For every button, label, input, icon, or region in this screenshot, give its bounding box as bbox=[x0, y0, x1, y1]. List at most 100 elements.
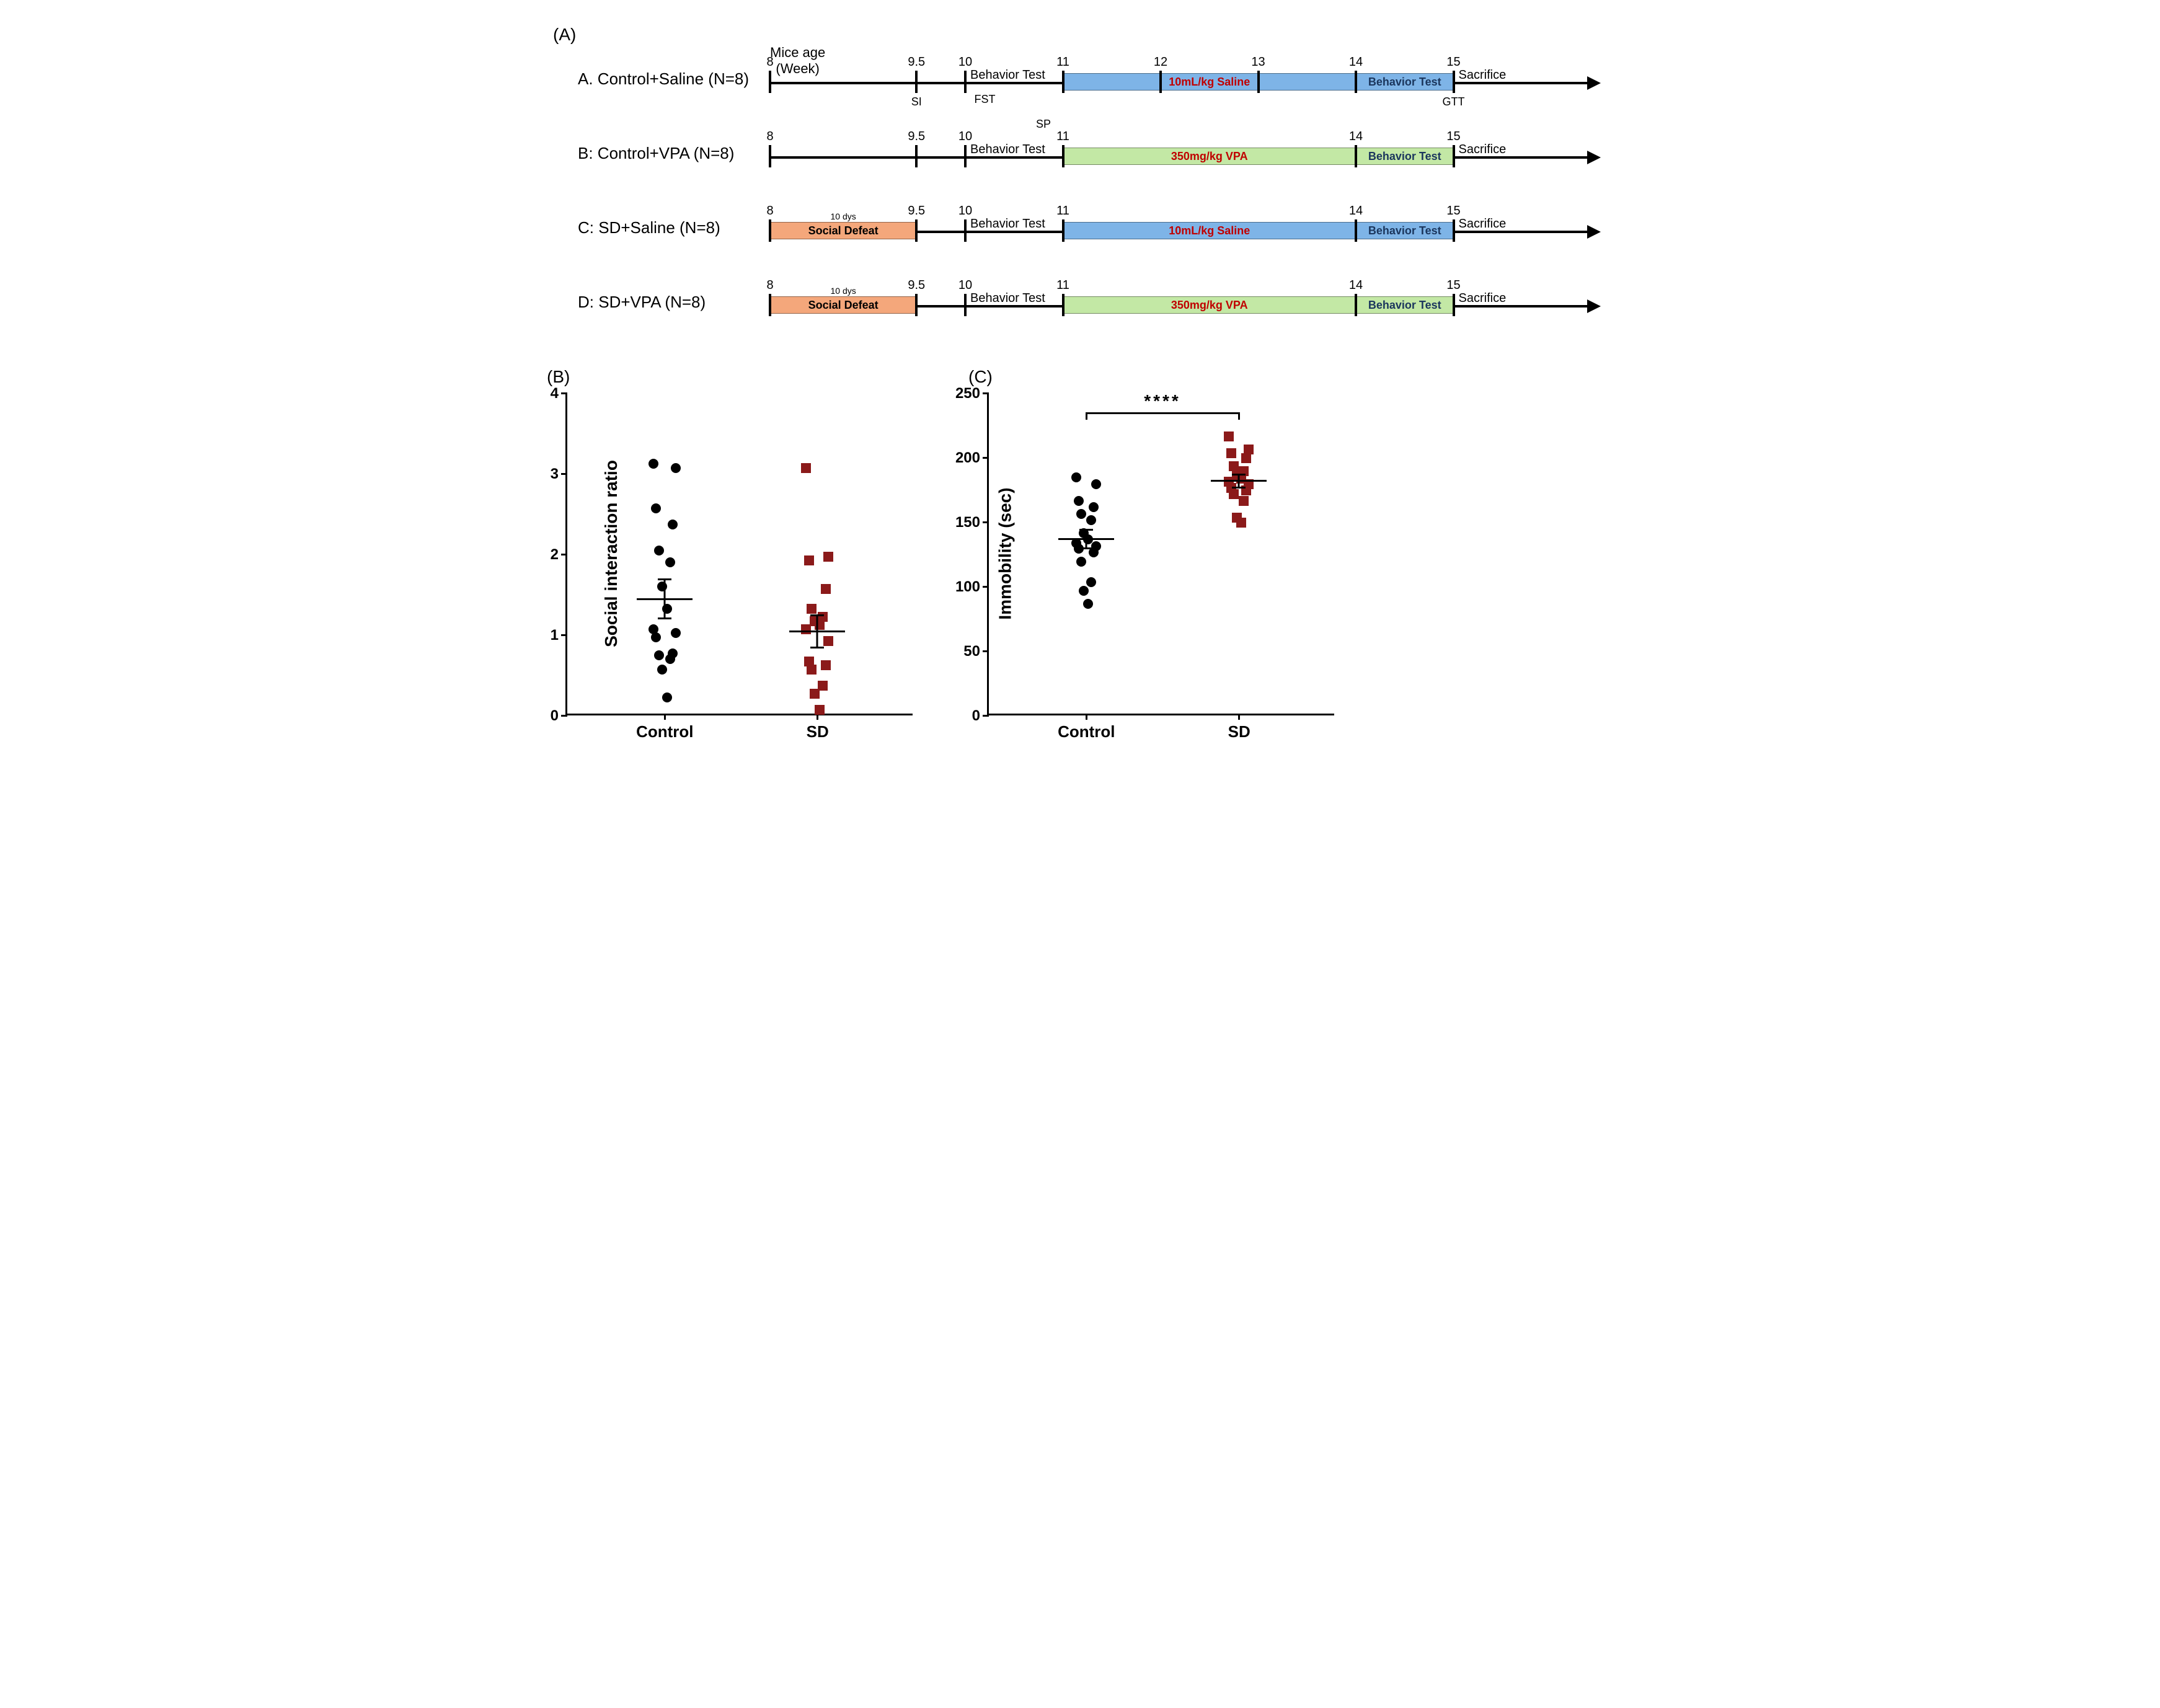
tick-B-14: 14 bbox=[1355, 145, 1357, 167]
significance-label: **** bbox=[1144, 391, 1181, 411]
data-point bbox=[1241, 453, 1251, 463]
tick-C-14: 14 bbox=[1355, 219, 1357, 242]
data-point bbox=[654, 650, 664, 660]
error-bar bbox=[1238, 474, 1240, 487]
figure: (A) Mice age(Week)A. Control+Saline (N=8… bbox=[553, 25, 1607, 715]
data-point bbox=[823, 636, 833, 646]
tick-D-14: 14 bbox=[1355, 294, 1357, 316]
panel-c-tag: (C) bbox=[968, 367, 1334, 387]
data-point bbox=[1232, 513, 1242, 523]
data-point bbox=[821, 660, 831, 670]
y-axis-label: Immobility (sec) bbox=[996, 487, 1016, 619]
xtick-sd: SD bbox=[817, 714, 818, 720]
error-cap bbox=[658, 617, 671, 619]
ytick-0: 0 bbox=[983, 715, 989, 717]
error-cap bbox=[1232, 474, 1246, 476]
ytick-150: 150 bbox=[983, 521, 989, 523]
tick-A-12: 12 bbox=[1159, 71, 1162, 93]
data-point bbox=[671, 628, 681, 638]
tick-A-13: 13 bbox=[1257, 71, 1260, 93]
bottom-row: (B) Social interaction ratio01234Control… bbox=[553, 367, 1607, 715]
tick-A-11: 11 bbox=[1062, 71, 1065, 93]
panel-b-chart: Social interaction ratio01234ControlSD bbox=[565, 393, 913, 715]
tick-D-10: 10 bbox=[964, 294, 967, 316]
data-point bbox=[665, 557, 675, 567]
error-bar bbox=[1085, 529, 1087, 547]
axis-text: Sacrifice bbox=[1459, 291, 1507, 306]
panel-c-holder: (C) Immobility (sec)050100150200250Contr… bbox=[987, 367, 1334, 715]
data-point bbox=[1086, 577, 1096, 587]
data-point bbox=[1079, 586, 1089, 596]
data-point bbox=[1089, 502, 1099, 512]
data-point bbox=[671, 463, 681, 473]
axis-text: Behavior Test bbox=[970, 68, 1045, 82]
band-A-behavior-test: Behavior Test bbox=[1356, 73, 1454, 91]
ytick-2: 2 bbox=[561, 554, 567, 555]
data-point bbox=[648, 624, 658, 634]
error-bar bbox=[663, 579, 665, 617]
data-point bbox=[1226, 448, 1236, 458]
ytick-250: 250 bbox=[983, 392, 989, 394]
data-point bbox=[662, 692, 672, 702]
error-cap bbox=[810, 647, 824, 648]
data-point bbox=[804, 555, 814, 565]
band-C-10ml-kg-saline: 10mL/kg Saline bbox=[1063, 222, 1357, 239]
band-D-social-defeat: Social Defeat10 dys bbox=[770, 296, 916, 314]
tick-A-9.5: 9.5SI bbox=[915, 71, 918, 93]
data-point bbox=[801, 463, 811, 473]
data-point bbox=[1239, 496, 1249, 506]
timeline-row-C: C: SD+Saline (N=8)Social Defeat10 dys10m… bbox=[578, 200, 1607, 255]
data-point bbox=[818, 681, 828, 691]
data-point bbox=[668, 648, 678, 658]
panel-c-chart: Immobility (sec)050100150200250ControlSD… bbox=[987, 393, 1334, 715]
xtick-sd: SD bbox=[1238, 714, 1240, 720]
error-cap bbox=[658, 578, 671, 580]
tick-C-11: 11 bbox=[1062, 219, 1065, 242]
band-C-social-defeat: Social Defeat10 dys bbox=[770, 222, 916, 239]
band-A-10ml-kg-saline: 10mL/kg Saline bbox=[1063, 73, 1357, 91]
tick-D-9.5: 9.5 bbox=[915, 294, 918, 316]
band-C-behavior-test: Behavior Test bbox=[1356, 222, 1454, 239]
data-point bbox=[1074, 496, 1084, 506]
tick-C-9.5: 9.5 bbox=[915, 219, 918, 242]
sublabel: FST bbox=[975, 93, 996, 106]
ytick-50: 50 bbox=[983, 650, 989, 652]
data-point bbox=[818, 612, 828, 622]
band-D-350mg-kg-vpa: 350mg/kg VPA bbox=[1063, 296, 1357, 314]
ytick-4: 4 bbox=[561, 392, 567, 394]
data-point bbox=[1086, 515, 1096, 525]
axis-C: Social Defeat10 dys 10mL/kg SalineBehavio… bbox=[770, 206, 1607, 249]
tick-B-15: 15 bbox=[1453, 145, 1455, 167]
tick-A-10: 10 bbox=[964, 71, 967, 93]
tick-A-14: 14 bbox=[1355, 71, 1357, 93]
ytick-0: 0 bbox=[561, 715, 567, 717]
tick-C-15: 15 bbox=[1453, 219, 1455, 242]
data-point bbox=[654, 546, 664, 555]
ytick-3: 3 bbox=[561, 473, 567, 475]
error-cap bbox=[1079, 529, 1093, 531]
axis-A: 10mL/kg SalineBehavior Test89.5SI10FSTBe… bbox=[770, 57, 1607, 100]
data-point bbox=[807, 604, 817, 614]
data-point bbox=[1229, 461, 1239, 471]
tick-B-8: 8 bbox=[769, 145, 771, 167]
tick-B-11: 11 bbox=[1062, 145, 1065, 167]
tick-D-8: 8 bbox=[769, 294, 771, 316]
group-label-D: D: SD+VPA (N=8) bbox=[578, 293, 770, 312]
tick-A-8: 8 bbox=[769, 71, 771, 93]
data-point bbox=[1091, 479, 1101, 489]
y-axis-label: Social interaction ratio bbox=[601, 460, 621, 647]
xtick-control: Control bbox=[1086, 714, 1087, 720]
tick-B-10: 10 bbox=[964, 145, 967, 167]
data-point bbox=[823, 552, 833, 562]
error-cap bbox=[1232, 487, 1246, 489]
band-B-350mg-kg-vpa: 350mg/kg VPA bbox=[1063, 148, 1357, 165]
error-bar bbox=[817, 615, 818, 647]
ytick-100: 100 bbox=[983, 586, 989, 588]
tick-B-9.5: 9.5 bbox=[915, 145, 918, 167]
timeline-row-B: B: Control+VPA (N=8)350mg/kg VPABehavior… bbox=[578, 125, 1607, 181]
data-point bbox=[815, 705, 825, 715]
data-point bbox=[1076, 509, 1086, 519]
data-point bbox=[1076, 557, 1086, 567]
data-point bbox=[668, 520, 678, 529]
panel-b-holder: (B) Social interaction ratio01234Control… bbox=[565, 367, 913, 715]
